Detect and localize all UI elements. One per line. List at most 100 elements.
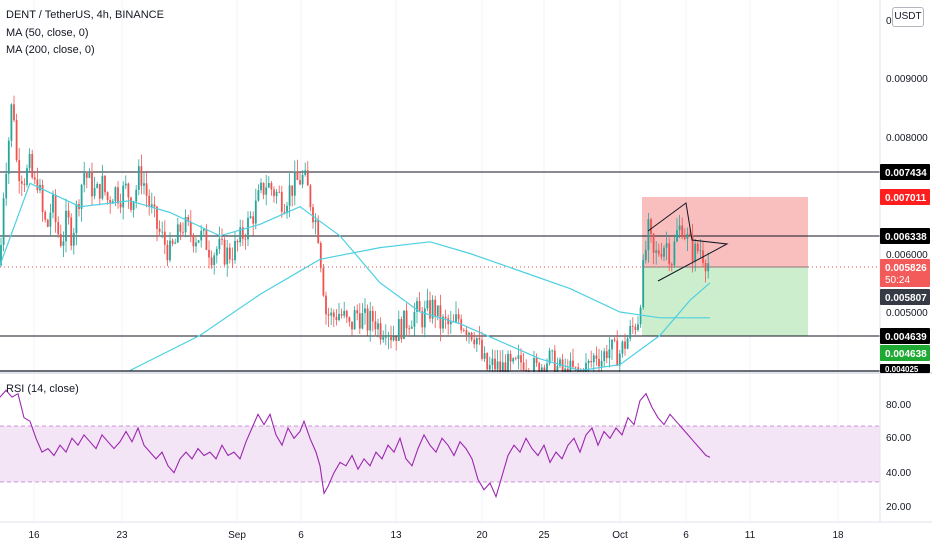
candle-body: [382, 337, 385, 340]
candles: [0, 95, 710, 373]
level-tag-3-bg[interactable]: [880, 289, 930, 305]
candle-body: [611, 339, 613, 350]
candle-body: [618, 353, 621, 366]
candle-body: [655, 250, 658, 253]
candle-body: [436, 305, 439, 317]
rsi-legend[interactable]: RSI (14, close): [6, 383, 79, 395]
candle-body: [2, 198, 5, 245]
candle-body: [189, 221, 192, 235]
candle-body: [286, 205, 288, 214]
candle-body: [49, 212, 52, 227]
candle-body: [699, 250, 702, 252]
candle-body: [587, 361, 590, 364]
candle-body: [374, 321, 377, 330]
symbol-legend[interactable]: DENT / TetherUS, 4h, BINANCE: [6, 9, 164, 21]
candle-body: [592, 355, 595, 363]
current-price-tag-bg[interactable]: [880, 259, 930, 287]
candle-body: [140, 166, 143, 186]
candle-body: [114, 187, 117, 202]
candle-body: [501, 362, 504, 372]
candle-body: [483, 353, 486, 359]
candle-body: [59, 234, 62, 246]
candle-body: [215, 249, 218, 256]
candle-body: [85, 173, 88, 178]
candle-body: [273, 189, 275, 197]
candle-body: [585, 363, 587, 372]
candle-body: [475, 338, 478, 345]
candle-body: [200, 230, 203, 241]
candle-body: [283, 211, 286, 214]
candle-body: [704, 263, 707, 272]
candle-body: [426, 300, 429, 309]
candle-body: [122, 185, 125, 208]
candle-body: [478, 338, 481, 340]
currency-button[interactable]: USDT: [892, 7, 924, 27]
candle-body: [616, 340, 619, 366]
candle-body: [520, 355, 522, 363]
candle-body: [192, 235, 195, 247]
candle-body: [663, 247, 665, 257]
price-axis-label-4: 0.005000: [886, 308, 928, 319]
candle-body: [403, 310, 405, 339]
candle-body: [62, 241, 65, 246]
level-tag-1: 0.007434: [885, 168, 927, 179]
candle-body: [223, 239, 226, 265]
time-axis-label-4: 13: [390, 530, 402, 541]
candle-body: [540, 367, 543, 372]
candle-body: [595, 355, 598, 359]
candle-body: [431, 299, 434, 319]
candle-body: [70, 217, 73, 246]
candle-body: [605, 351, 608, 359]
candle-body: [449, 321, 452, 325]
target-tag-bg[interactable]: [880, 345, 930, 361]
candle-body: [371, 310, 374, 322]
candle-body: [379, 323, 382, 340]
candle-body: [496, 361, 499, 370]
candle-body: [153, 204, 156, 207]
candle-body: [197, 240, 200, 243]
candle-body: [31, 153, 34, 178]
time-axis-label-10: 18: [832, 530, 844, 541]
candle-body: [361, 313, 364, 329]
candle-body: [52, 194, 54, 213]
candle-body: [44, 211, 47, 220]
candle-body: [340, 314, 343, 316]
candle-body: [512, 358, 515, 362]
ma50-legend[interactable]: MA (50, close, 0): [6, 27, 89, 39]
take-profit-zone[interactable]: [642, 267, 808, 336]
candle-body: [28, 153, 31, 169]
ma200-legend[interactable]: MA (200, close, 0): [6, 44, 95, 56]
candle-body: [470, 332, 473, 340]
time-axis-label-2: Sep: [228, 530, 246, 541]
price-axis-label-1: 0.009000: [886, 74, 928, 85]
price-axis-label-3: 0.006000: [886, 250, 928, 261]
level-tag-4: 0.004639: [885, 332, 927, 343]
candle-body: [507, 353, 509, 372]
candle-body: [145, 183, 148, 196]
candle-body: [647, 219, 650, 251]
level-tag-5-bg[interactable]: [880, 364, 930, 373]
candle-body: [686, 233, 689, 239]
candle-body: [345, 310, 348, 318]
time-axis-label-0: 16: [28, 530, 40, 541]
stop-tag-bg[interactable]: [880, 189, 930, 205]
candle-body: [132, 201, 135, 210]
pennant-drawing[interactable]: [647, 202, 729, 282]
candle-body: [299, 180, 301, 185]
level-tag-4-bg[interactable]: [880, 328, 930, 344]
candle-body: [377, 323, 379, 330]
candle-body: [231, 259, 234, 261]
level-tag-2-bg[interactable]: [880, 228, 930, 244]
candle-body: [366, 308, 369, 331]
candle-body: [387, 335, 390, 337]
candle-body: [608, 349, 611, 359]
candle-body: [644, 250, 647, 261]
candle-body: [572, 360, 574, 367]
candle-body: [416, 301, 418, 312]
candle-body: [660, 253, 663, 257]
candle-body: [257, 190, 260, 201]
candle-body: [267, 183, 270, 188]
candle-body: [548, 350, 551, 364]
level-tag-1-bg[interactable]: [880, 164, 930, 180]
